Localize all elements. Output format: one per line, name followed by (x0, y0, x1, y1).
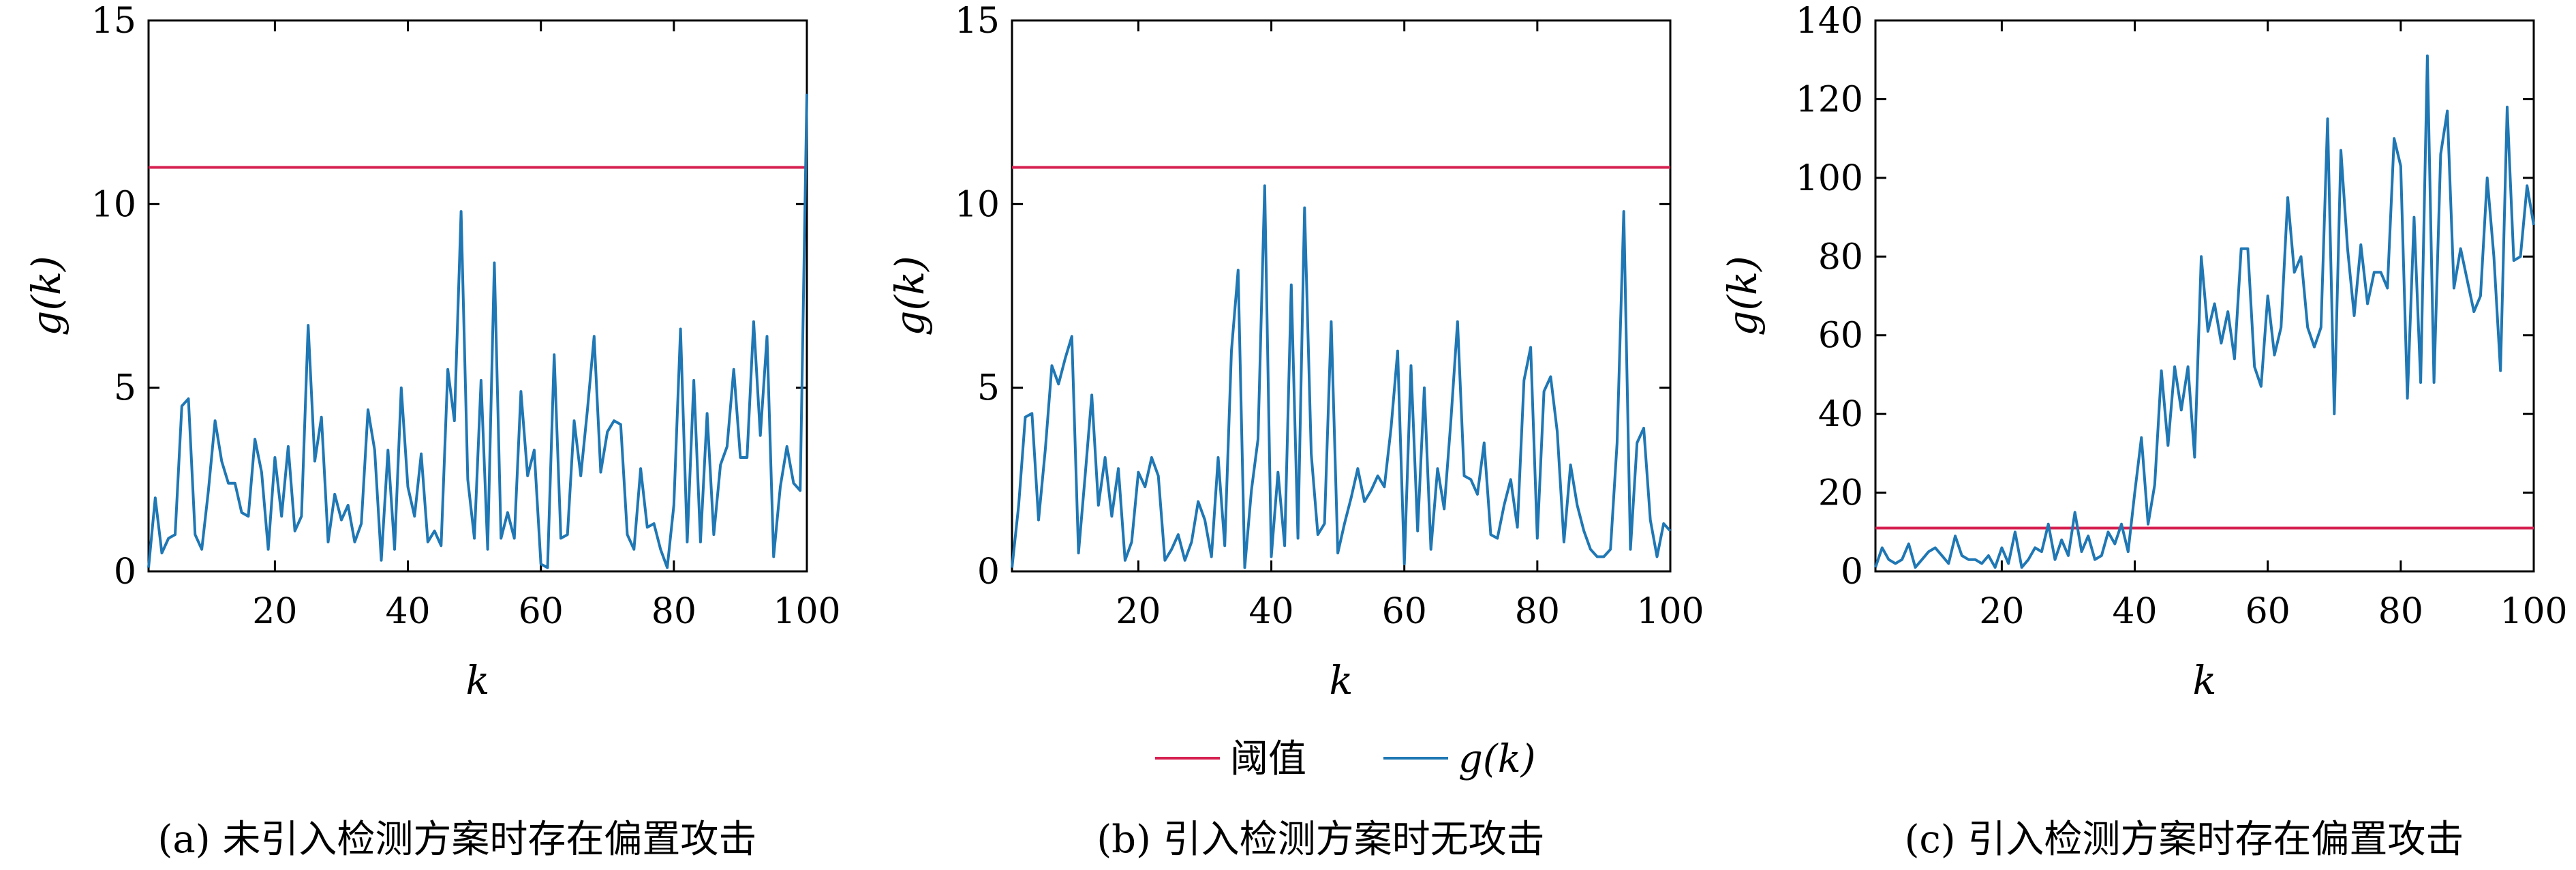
x-tick-label: 80 (651, 591, 696, 632)
x-tick-label: 60 (519, 591, 564, 632)
x-axis-ticks: 20 40 60 80 100 (1979, 20, 2568, 632)
legend-g-label: g(k) (1458, 737, 1535, 781)
y-tick-label: 0 (114, 552, 136, 592)
g-series-line (147, 93, 808, 569)
panel-caption: (c) 引入检测方案时存在偏置攻击 (1905, 817, 2464, 862)
x-axis-ticks: 20 40 60 80 100 (252, 20, 841, 632)
g-series-line (1874, 54, 2535, 569)
x-axis-label: k (2192, 657, 2216, 704)
y-tick-label: 0 (977, 552, 1000, 592)
x-tick-label: 40 (1248, 591, 1293, 632)
y-axis-ticks: 0 20 40 60 80 100 120 140 (1796, 1, 2534, 592)
x-tick-label: 80 (1515, 591, 1560, 632)
x-tick-label: 20 (1979, 591, 2024, 632)
x-axis-ticks: 20 40 60 80 100 (1116, 20, 1704, 632)
x-tick-label: 20 (252, 591, 297, 632)
y-tick-label: 5 (114, 368, 136, 409)
panel-caption: (b) 引入检测方案时无攻击 (1097, 817, 1544, 862)
x-tick-label: 40 (2112, 591, 2157, 632)
y-axis-ticks: 0 5 10 15 (91, 1, 807, 592)
panel-c: 0 20 40 60 80 100 120 140 20 40 60 80 100 g(k) k (c… (1719, 1, 2568, 862)
y-tick-label: 10 (91, 184, 136, 225)
y-tick-label: 20 (1818, 473, 1863, 514)
legend: 阈值 g(k) (1155, 737, 1535, 781)
y-tick-label: 60 (1818, 316, 1863, 357)
g-series-line (1011, 184, 1672, 569)
y-axis-ticks: 0 5 10 15 (955, 1, 1670, 592)
y-tick-label: 5 (977, 368, 1000, 409)
y-tick-label: 80 (1818, 237, 1863, 278)
y-tick-label: 0 (1841, 552, 1863, 592)
y-tick-label: 140 (1796, 1, 1863, 42)
x-tick-label: 60 (2245, 591, 2290, 632)
panel-caption: (a) 未引入检测方案时存在偏置攻击 (158, 817, 757, 862)
y-tick-label: 100 (1796, 158, 1863, 199)
x-tick-label: 20 (1116, 591, 1161, 632)
x-tick-label: 100 (1636, 591, 1704, 632)
x-tick-label: 60 (1382, 591, 1427, 632)
x-tick-label: 40 (385, 591, 430, 632)
y-tick-label: 15 (91, 1, 136, 42)
y-axis-label: g(k) (23, 256, 70, 336)
x-axis-label: k (465, 657, 489, 704)
x-tick-label: 80 (2378, 591, 2423, 632)
plot-area-frame (1011, 19, 1672, 573)
x-axis-label: k (1329, 657, 1353, 704)
y-tick-label: 10 (955, 184, 1000, 225)
x-tick-label: 100 (2500, 591, 2567, 632)
y-tick-label: 120 (1796, 79, 1863, 120)
legend-threshold-label: 阈值 (1230, 737, 1306, 781)
plot-area-frame (147, 19, 808, 573)
plot-area-frame (1874, 19, 2535, 573)
y-tick-label: 40 (1818, 394, 1863, 435)
panel-a: 0 5 10 15 20 40 60 80 100 g(k) k (a) 未引入检测方案时存在… (23, 1, 841, 862)
y-axis-label: g(k) (1719, 256, 1766, 336)
y-axis-label: g(k) (887, 256, 933, 336)
y-tick-label: 15 (955, 1, 1000, 42)
panel-b: 0 5 10 15 20 40 60 80 100 g(k) k (b) 引入检测方案时无攻击 (887, 1, 1704, 862)
x-tick-label: 100 (773, 591, 840, 632)
